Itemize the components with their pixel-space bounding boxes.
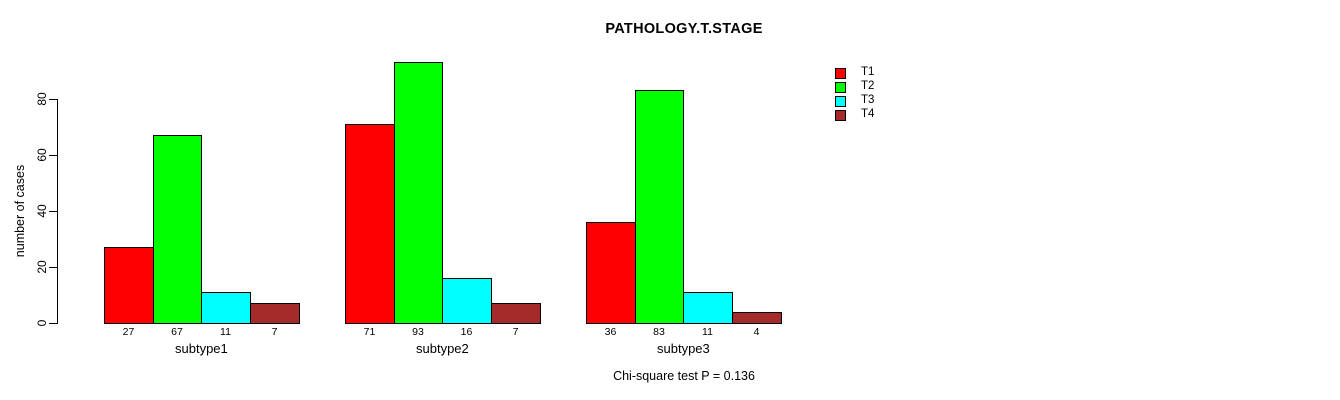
- y-axis-tick: [49, 155, 57, 156]
- legend: T1 T2 T3 T4: [835, 66, 874, 122]
- legend-item-T4: T4: [835, 108, 874, 122]
- y-axis-tick-label: 80: [35, 92, 49, 106]
- y-axis-tick: [49, 267, 57, 268]
- bar-T4-subtype2: [491, 303, 541, 324]
- y-axis-line: [57, 99, 58, 324]
- bar-value-label: 16: [460, 326, 473, 338]
- bar-value-label: 11: [220, 326, 231, 338]
- bar-value-label: 27: [122, 326, 135, 338]
- bar-value-label: 11: [702, 326, 713, 338]
- legend-label: T4: [861, 108, 875, 121]
- bar-value-label: 4: [753, 326, 760, 338]
- chi-square-note: Chi-square test P = 0.136: [613, 369, 755, 383]
- y-axis-tick: [49, 323, 57, 324]
- bar-T1-subtype1: [104, 247, 154, 324]
- bar-T1-subtype2: [345, 124, 395, 324]
- bar-T3-subtype3: [683, 292, 733, 324]
- bar-T2-subtype3: [635, 90, 684, 324]
- bar-T3-subtype2: [442, 278, 492, 324]
- legend-swatch-T3: [835, 95, 846, 107]
- x-category-label-subtype3: subtype3: [657, 341, 710, 356]
- legend-swatch-T4: [835, 109, 846, 121]
- legend-swatch-T2: [835, 81, 846, 93]
- y-axis-tick-label: 20: [35, 260, 49, 274]
- legend-label: T2: [861, 80, 875, 93]
- y-axis-tick: [49, 99, 57, 100]
- y-axis-tick-label: 60: [35, 148, 49, 162]
- bar-T4-subtype3: [732, 312, 782, 324]
- bar-value-label: 67: [171, 326, 183, 338]
- bar-T1-subtype3: [586, 222, 636, 324]
- bar-T4-subtype1: [250, 303, 300, 324]
- bar-T3-subtype1: [201, 292, 251, 324]
- x-category-label-subtype1: subtype1: [175, 341, 228, 356]
- x-category-label-subtype2: subtype2: [416, 341, 469, 356]
- legend-label: T3: [861, 94, 875, 107]
- y-axis-tick: [49, 211, 57, 212]
- bar-value-label: 7: [271, 326, 278, 338]
- bar-T2-subtype2: [394, 62, 443, 324]
- bar-T2-subtype1: [153, 135, 202, 324]
- chart-title: PATHOLOGY.T.STAGE: [605, 21, 763, 37]
- bar-value-label: 83: [653, 326, 665, 338]
- bar-value-label: 93: [412, 326, 424, 338]
- legend-item-T1: T1: [835, 66, 874, 80]
- legend-item-T2: T2: [835, 80, 874, 94]
- y-axis-tick-label: 40: [35, 204, 49, 218]
- bar-value-label: 7: [512, 326, 519, 338]
- y-axis-tick-label: 0: [35, 319, 49, 327]
- legend-swatch-T1: [835, 67, 846, 79]
- bar-value-label: 71: [363, 326, 376, 338]
- legend-item-T3: T3: [835, 94, 874, 108]
- bar-value-label: 36: [604, 326, 617, 338]
- legend-label: T1: [861, 66, 875, 79]
